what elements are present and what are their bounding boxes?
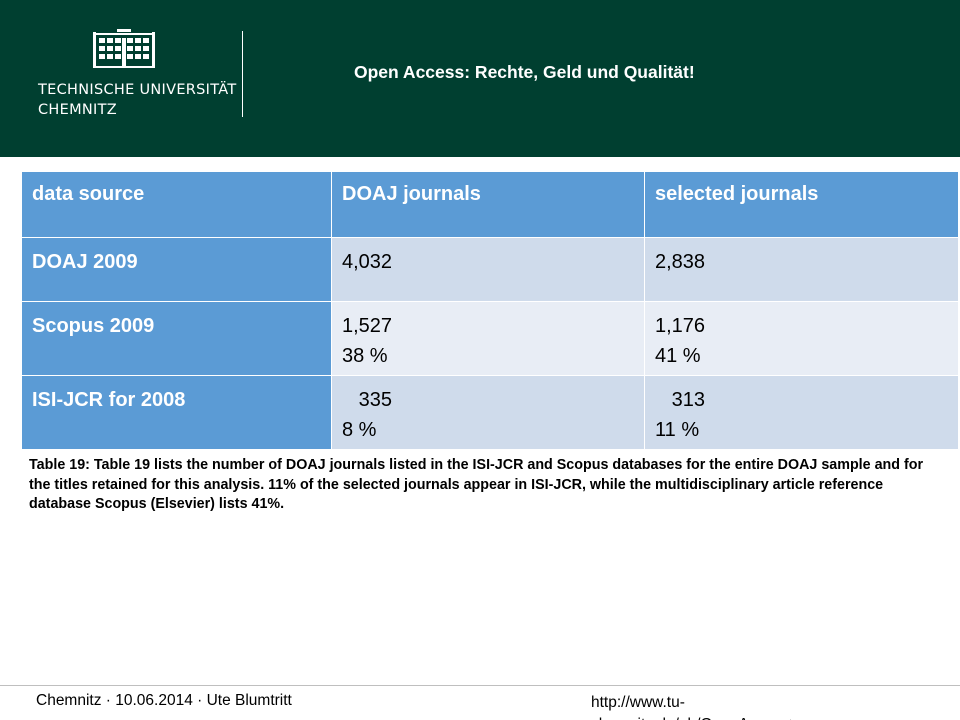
cell-doaj: 1,527 38 % <box>331 301 645 376</box>
row-label: ISI-JCR for 2008 <box>21 375 332 450</box>
slide-header: TECHNISCHE UNIVERSITÄT CHEMNITZ Open Acc… <box>0 0 960 157</box>
header-divider <box>242 31 243 117</box>
cell-selected: 313 11 % <box>644 375 959 450</box>
cell-selected: 1,176 41 % <box>644 301 959 376</box>
column-header-doaj-journals: DOAJ journals <box>331 171 645 238</box>
table-row: ISI-JCR for 2008 335 8 % 313 11 % <box>21 375 959 450</box>
footer-url-link[interactable]: http://www.tu-chemnitz.de/ub/OpenAccess/… <box>591 694 791 720</box>
university-name-line2: CHEMNITZ <box>38 102 118 118</box>
slide-title: Open Access: Rechte, Geld und Qualität! <box>354 62 695 82</box>
cell-selected: 2,838 <box>644 237 959 302</box>
cell-doaj: 335 8 % <box>331 375 645 450</box>
journals-table: data source DOAJ journals selected journ… <box>21 171 959 450</box>
column-header-data-source: data source <box>21 171 332 238</box>
footer-divider <box>0 685 960 686</box>
column-header-selected-journals: selected journals <box>644 171 959 238</box>
table-row: DOAJ 2009 4,032 2,838 <box>21 237 959 302</box>
row-label: DOAJ 2009 <box>21 237 332 302</box>
table-header-row: data source DOAJ journals selected journ… <box>21 171 959 238</box>
tu-chemnitz-building-logo-icon <box>93 29 155 68</box>
table-row: Scopus 2009 1,527 38 % 1,176 41 % <box>21 301 959 376</box>
footer-info: Chemnitz · 10.06.2014 · Ute Blumtritt <box>36 692 292 709</box>
university-name: TECHNISCHE UNIVERSITÄT CHEMNITZ <box>38 80 237 120</box>
table-caption: Table 19: Table 19 lists the number of D… <box>29 457 924 512</box>
row-label: Scopus 2009 <box>21 301 332 376</box>
cell-doaj: 4,032 <box>331 237 645 302</box>
university-name-line1: TECHNISCHE UNIVERSITÄT <box>38 82 237 98</box>
